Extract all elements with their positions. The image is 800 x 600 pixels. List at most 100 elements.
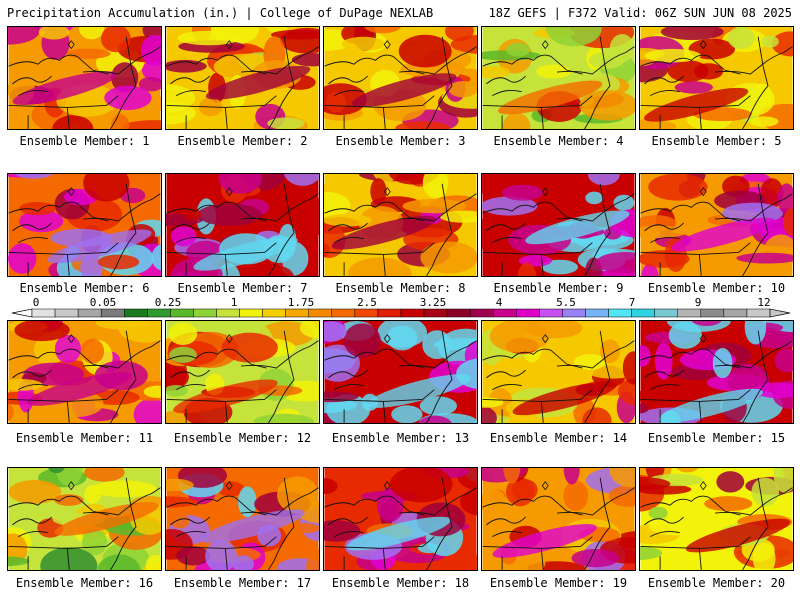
ensemble-map-panel	[165, 26, 320, 130]
ensemble-member-caption: Ensemble Member: 12	[173, 431, 312, 445]
colorbar-tick-label: 3.25	[419, 296, 447, 309]
colorbar-tick-label: 2.5	[357, 296, 377, 309]
colorbar-segment	[31, 308, 56, 318]
colorbar-segment	[608, 308, 632, 318]
ensemble-map-panel	[639, 173, 794, 277]
colorbar-segment	[354, 308, 379, 318]
colorbar-scale	[11, 308, 791, 318]
colorbar-tick-label: 0.05	[89, 296, 117, 309]
precip-map	[482, 174, 635, 276]
ensemble-map-panel	[323, 467, 478, 571]
colorbar-tick-label: 7	[628, 296, 636, 309]
precip-map	[324, 468, 477, 570]
ensemble-member-caption: Ensemble Member: 19	[489, 576, 628, 590]
colorbar-segment	[585, 308, 609, 318]
colorbar-segment	[285, 308, 310, 318]
precip-map	[640, 321, 793, 423]
colorbar-segment	[631, 308, 655, 318]
ensemble-member-caption: Ensemble Member: 5	[651, 134, 782, 148]
colorbar-tick-label: 9	[694, 296, 702, 309]
ensemble-map-panel	[7, 467, 162, 571]
colorbar-segment	[77, 308, 102, 318]
colorbar-segment	[423, 308, 448, 318]
ensemble-member-caption: Ensemble Member: 13	[331, 431, 470, 445]
precip-map	[640, 468, 793, 570]
colorbar-segment	[308, 308, 333, 318]
precip-map	[482, 27, 635, 129]
ensemble-member-caption: Ensemble Member: 7	[177, 281, 308, 295]
colorbar-segment	[54, 308, 79, 318]
colorbar-segment	[400, 308, 425, 318]
ensemble-map-panel	[639, 26, 794, 130]
ensemble-member-caption: Ensemble Member: 3	[335, 134, 466, 148]
ensemble-member-caption: Ensemble Member: 15	[647, 431, 786, 445]
precip-map	[324, 321, 477, 423]
precip-map	[166, 321, 319, 423]
colorbar-segment	[539, 308, 563, 318]
precip-map	[8, 468, 161, 570]
ensemble-map-panel	[7, 173, 162, 277]
run-info: 18Z GEFS | F372 Valid: 06Z SUN JUN 08 20…	[488, 6, 792, 20]
precip-map	[482, 468, 635, 570]
ensemble-map-panel	[323, 26, 478, 130]
colorbar-segment	[170, 308, 194, 318]
colorbar-tick-label: 1.75	[287, 296, 315, 309]
precip-map	[482, 321, 635, 423]
colorbar-segment	[100, 308, 125, 318]
precip-map	[324, 27, 477, 129]
colorbar-segment	[124, 308, 148, 318]
colorbar-segment	[493, 308, 517, 318]
colorbar-segment	[562, 308, 586, 318]
ensemble-map-panel	[481, 173, 636, 277]
colorbar-segment	[700, 308, 725, 318]
precip-map	[324, 174, 477, 276]
colorbar-tick-label: 5.5	[556, 296, 576, 309]
colorbar-segment	[239, 308, 263, 318]
ensemble-member-caption: Ensemble Member: 16	[15, 576, 154, 590]
ensemble-member-caption: Ensemble Member: 1	[19, 134, 150, 148]
ensemble-member-caption: Ensemble Member: 4	[493, 134, 624, 148]
ensemble-member-caption: Ensemble Member: 2	[177, 134, 308, 148]
ensemble-map-panel	[481, 26, 636, 130]
ensemble-map-panel	[639, 320, 794, 424]
ensemble-member-caption: Ensemble Member: 17	[173, 576, 312, 590]
colorbar-tick-label: 12	[757, 296, 771, 309]
colorbar-segment	[516, 308, 540, 318]
chart-title: Precipitation Accumulation (in.) | Colle…	[7, 6, 434, 20]
colorbar-tick-label: 1	[230, 296, 238, 309]
ensemble-member-caption: Ensemble Member: 11	[15, 431, 154, 445]
colorbar-segment	[193, 308, 217, 318]
ensemble-map-panel	[639, 467, 794, 571]
precip-map	[166, 174, 319, 276]
colorbar: 0 0.05 0.25 1 1.75 2.5 3.25 4 5.5 7 9 12	[0, 296, 800, 320]
ensemble-member-caption: Ensemble Member: 6	[19, 281, 150, 295]
ensemble-map-panel	[7, 26, 162, 130]
colorbar-left-arrow	[11, 308, 33, 318]
colorbar-tick-label: 4	[495, 296, 503, 309]
colorbar-segment	[469, 308, 494, 318]
colorbar-segment	[654, 308, 679, 318]
colorbar-tick-label: 0	[32, 296, 40, 309]
ensemble-map-panel	[165, 467, 320, 571]
ensemble-member-caption: Ensemble Member: 20	[647, 576, 786, 590]
ensemble-member-caption: Ensemble Member: 8	[335, 281, 466, 295]
precip-map	[640, 174, 793, 276]
precip-map	[8, 27, 161, 129]
ensemble-member-caption: Ensemble Member: 18	[331, 576, 470, 590]
precip-map	[166, 468, 319, 570]
ensemble-map-panel	[165, 173, 320, 277]
colorbar-right-arrow	[769, 308, 791, 318]
ensemble-map-panel	[323, 173, 478, 277]
colorbar-segment	[677, 308, 702, 318]
colorbar-segment	[446, 308, 471, 318]
ensemble-map-panel	[323, 320, 478, 424]
ensemble-member-caption: Ensemble Member: 10	[647, 281, 786, 295]
ensemble-map-panel	[481, 320, 636, 424]
colorbar-segment	[723, 308, 748, 318]
ensemble-map-panel	[481, 467, 636, 571]
ensemble-map-panel	[165, 320, 320, 424]
colorbar-segment	[746, 308, 771, 318]
colorbar-tick-label: 0.25	[154, 296, 182, 309]
precip-map	[166, 27, 319, 129]
ensemble-member-caption: Ensemble Member: 14	[489, 431, 628, 445]
